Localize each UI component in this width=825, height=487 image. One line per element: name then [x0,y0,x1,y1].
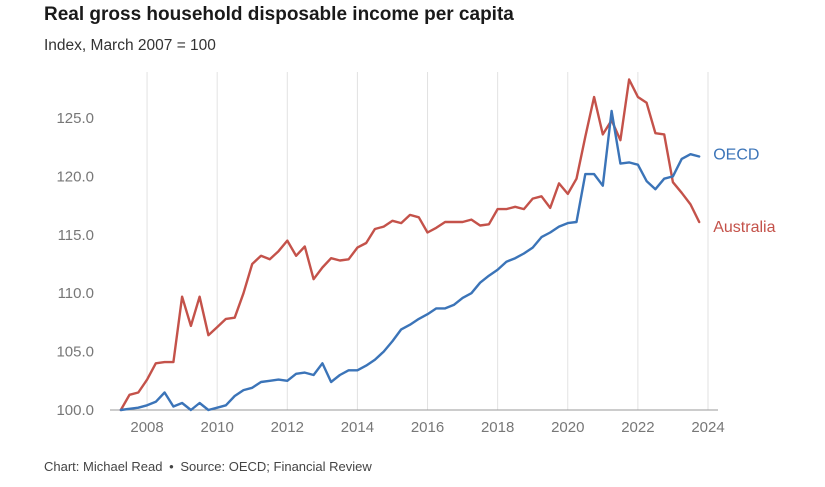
x-axis: 2008 2010 2012 2014 2016 2018 2020 2022 2024 [110,409,725,436]
gridlines [146,72,709,410]
chart-subtitle: Index, March 2007 = 100 [44,37,216,54]
x-tick-label: 2014 [341,419,374,436]
x-tick-label: 2022 [621,419,654,436]
y-axis: 100.0 105.0 110.0 115.0 120.0 125.0 [56,110,94,419]
chart-credit: Chart: Michael Read [44,459,163,474]
x-tick-label: 2016 [411,419,444,436]
chart-title: Real gross household disposable income p… [44,4,514,25]
series-labels: OECD Australia [713,147,775,236]
series-line-australia [119,78,701,412]
series-lines [119,78,701,412]
series-label-oecd: OECD [713,147,759,164]
x-tick-label: 2018 [481,419,514,436]
x-tick-label: 2020 [551,419,584,436]
y-tick-label: 110.0 [58,285,94,302]
y-tick-label: 115.0 [58,227,94,244]
footer-separator: • [169,459,174,474]
series-line-oecd [119,109,701,412]
y-tick-label: 120.0 [56,168,94,185]
x-tick-label: 2008 [130,419,163,436]
y-tick-label: 125.0 [56,110,94,127]
chart-source: Source: OECD; Financial Review [180,459,372,474]
series-label-australia: Australia [713,219,775,236]
x-tick-label: 2010 [200,419,233,436]
x-tick-label: 2024 [691,419,724,436]
x-tick-label: 2012 [271,419,304,436]
chart-footer: Chart: Michael Read • Source: OECD; Fina… [44,459,372,474]
y-tick-label: 100.0 [56,402,94,419]
y-tick-label: 105.0 [56,344,94,361]
